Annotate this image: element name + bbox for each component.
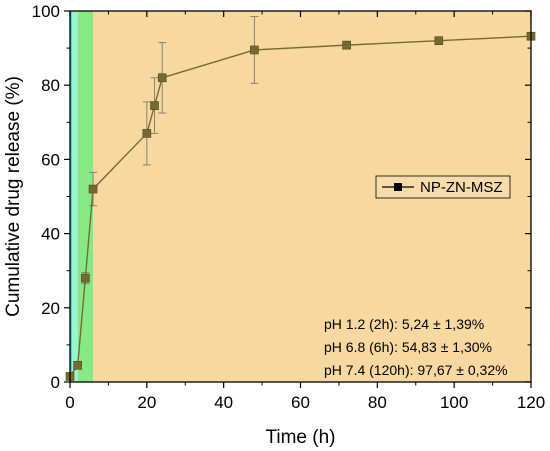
data-point xyxy=(81,273,90,283)
y-tick-label: 20 xyxy=(41,299,60,318)
data-point xyxy=(150,101,159,110)
ph-annotations: pH 1.2 (2h): 5,24 ± 1,39% pH 6.8 (6h): 5… xyxy=(324,316,508,378)
data-point xyxy=(250,45,259,55)
annotation-ph-1-2: pH 1.2 (2h): 5,24 ± 1,39% xyxy=(324,316,484,332)
x-tick-label: 40 xyxy=(214,393,233,412)
y-tick-label: 100 xyxy=(32,2,60,21)
y-tick-label: 80 xyxy=(41,76,60,95)
data-point xyxy=(88,184,98,194)
annotation-ph-6-8: pH 6.8 (6h): 54,83 ± 1,30% xyxy=(324,339,492,355)
x-tick-label: 20 xyxy=(137,393,156,412)
phase-region-3 xyxy=(77,11,94,382)
data-point xyxy=(73,361,82,370)
data-point xyxy=(157,73,167,83)
annotation-ph-7-4: pH 7.4 (120h): 97,67 ± 0,32% xyxy=(324,362,508,378)
data-point xyxy=(342,40,351,50)
phase-region-2 xyxy=(71,11,78,382)
data-point xyxy=(434,36,444,45)
x-tick-label: 0 xyxy=(65,393,74,412)
legend-label: NP-ZN-MSZ xyxy=(420,179,503,196)
error-bars xyxy=(73,16,535,368)
x-tick-label: 100 xyxy=(440,393,468,412)
x-axis: 0 20 40 60 80 100 120 xyxy=(65,11,545,412)
x-tick-label: 80 xyxy=(368,393,387,412)
y-axis-title: Cumulative drug release (%) xyxy=(3,76,24,317)
y-axis: 0 20 40 60 80 100 xyxy=(32,2,531,392)
x-axis-title: Time (h) xyxy=(265,427,335,448)
y-tick-label: 0 xyxy=(51,373,60,392)
data-point xyxy=(142,129,152,138)
x-tick-label: 60 xyxy=(291,393,310,412)
y-tick-label: 40 xyxy=(41,225,60,244)
x-tick-label: 120 xyxy=(517,393,545,412)
legend-frame xyxy=(375,175,511,199)
legend: NP-ZN-MSZ xyxy=(375,175,511,199)
phase-region-1 xyxy=(70,11,72,382)
legend-marker xyxy=(394,183,402,191)
y-tick-label: 60 xyxy=(41,150,60,169)
